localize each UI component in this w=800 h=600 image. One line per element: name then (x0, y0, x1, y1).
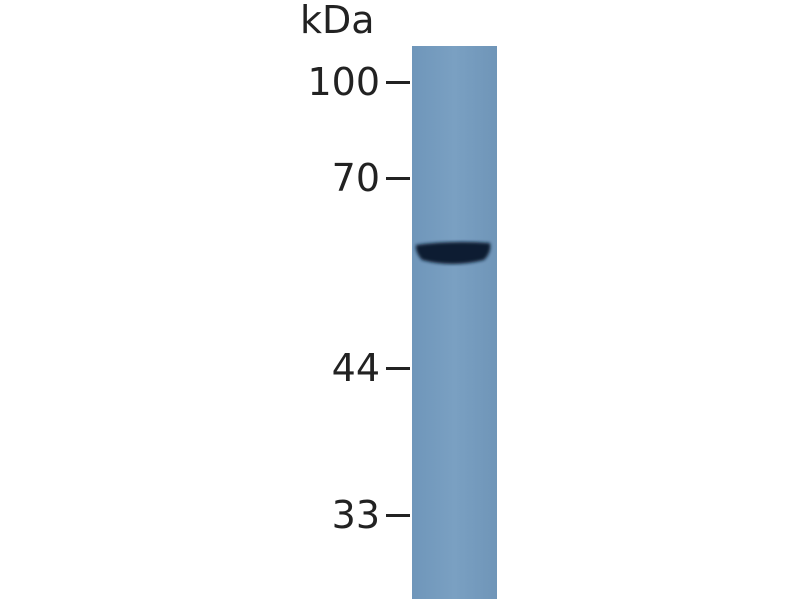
marker-100: 100 (280, 62, 410, 102)
marker-tick (386, 81, 410, 84)
blot-lane (412, 46, 497, 599)
protein-band (415, 241, 491, 264)
marker-tick (386, 367, 410, 370)
marker-70: 70 (280, 158, 410, 198)
marker-label: 44 (331, 346, 380, 390)
marker-label: 100 (307, 60, 380, 104)
marker-tick (386, 514, 410, 517)
marker-label: 70 (331, 156, 380, 200)
marker-tick (386, 177, 410, 180)
unit-label: kDa (300, 0, 375, 42)
marker-33: 33 (280, 495, 410, 535)
band-layer (415, 241, 491, 264)
marker-label: 33 (331, 493, 380, 537)
marker-44: 44 (280, 348, 410, 388)
